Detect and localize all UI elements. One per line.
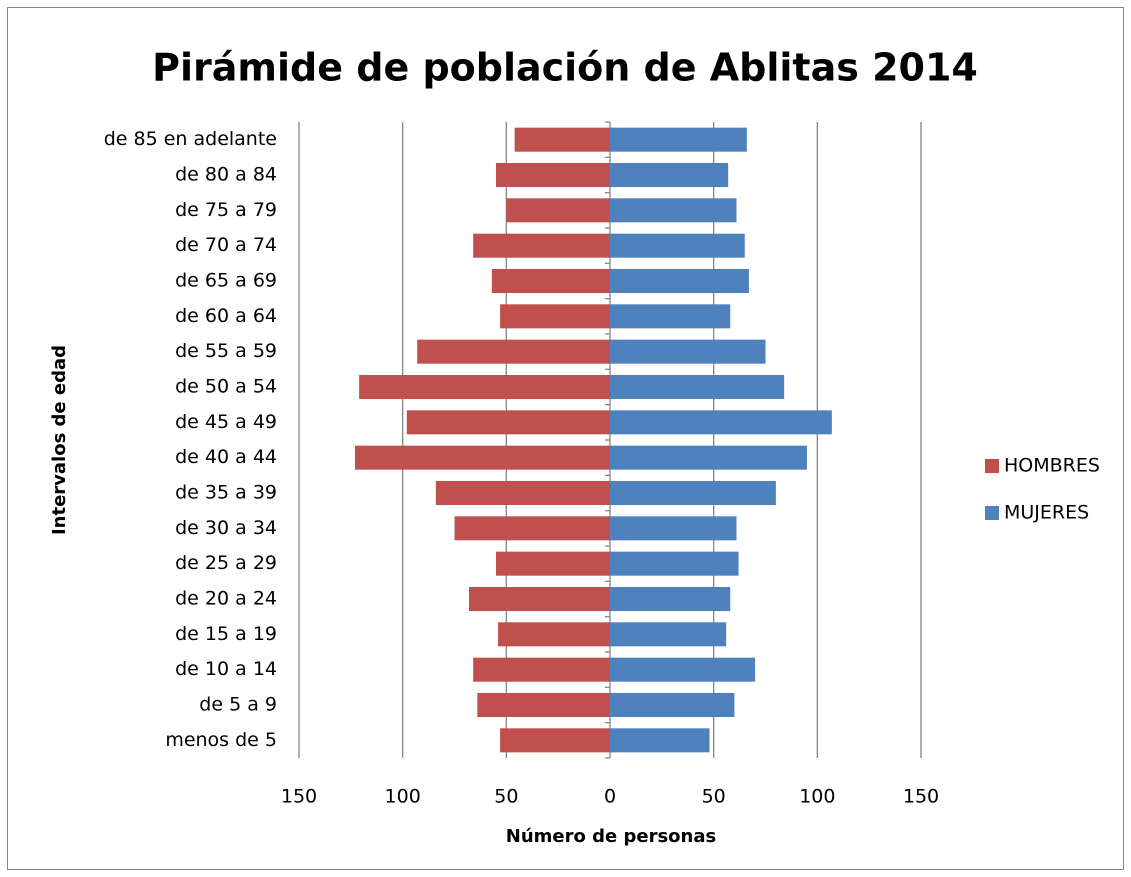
y-tick-label: de 5 a 9 <box>199 694 277 716</box>
legend-swatch <box>985 506 999 520</box>
bar <box>610 410 832 435</box>
legend-label: HOMBRES <box>1004 455 1100 477</box>
y-tick-label: de 10 a 14 <box>175 658 277 680</box>
y-tick-label: de 75 a 79 <box>175 199 277 221</box>
bar <box>610 692 735 718</box>
bar <box>610 374 785 400</box>
bar <box>454 516 610 541</box>
x-tick-label: 100 <box>385 786 421 808</box>
y-tick-label: de 45 a 49 <box>175 411 277 433</box>
legend-swatch <box>985 459 999 473</box>
bar <box>477 692 610 718</box>
bar <box>610 233 745 258</box>
x-axis-title: Número de personas <box>506 826 716 847</box>
bar <box>473 233 610 258</box>
bar <box>610 339 766 364</box>
y-tick-label: de 30 a 34 <box>175 517 277 539</box>
bar <box>610 551 739 576</box>
x-tick-label: 150 <box>903 786 939 808</box>
y-tick-label: de 40 a 44 <box>175 446 277 468</box>
bar <box>354 445 610 470</box>
y-tick-label: menos de 5 <box>165 729 277 751</box>
y-tick-label: de 60 a 64 <box>175 305 277 327</box>
bar <box>610 657 756 682</box>
bar <box>359 374 610 400</box>
bar <box>498 622 610 647</box>
y-tick-label: de 65 a 69 <box>175 270 277 292</box>
y-tick-label: de 50 a 54 <box>175 376 277 398</box>
bar <box>610 516 737 541</box>
bar <box>500 304 610 329</box>
bar <box>610 304 731 329</box>
legend-label: MUJERES <box>1004 502 1089 524</box>
x-tick-label: 0 <box>604 786 616 808</box>
chart-title: Pirámide de población de Ablitas 2014 <box>152 46 978 90</box>
y-tick-label: de 70 a 74 <box>175 234 277 256</box>
bar <box>495 551 610 576</box>
x-tick-label: 50 <box>494 786 518 808</box>
bar <box>500 728 610 753</box>
bar <box>610 586 731 612</box>
y-tick-label: de 25 a 29 <box>175 552 277 574</box>
y-tick-label: de 35 a 39 <box>175 482 277 504</box>
bar <box>435 480 610 506</box>
bar <box>610 162 729 188</box>
bar <box>610 198 737 223</box>
bar <box>610 480 776 506</box>
bar <box>610 268 749 294</box>
bar <box>610 127 747 152</box>
bar <box>469 586 610 612</box>
y-tick-label: de 55 a 59 <box>175 340 277 362</box>
x-tick-label: 100 <box>799 786 835 808</box>
x-tick-label: 150 <box>281 786 317 808</box>
bar <box>491 268 610 294</box>
bar <box>610 445 807 470</box>
bar <box>610 728 710 753</box>
y-tick-label: de 15 a 19 <box>175 623 277 645</box>
bar <box>514 127 610 152</box>
y-tick-label: de 85 en adelante <box>104 128 277 150</box>
y-tick-label: de 20 a 24 <box>175 588 277 610</box>
bar <box>417 339 610 364</box>
bar <box>506 198 610 223</box>
y-axis-title: Intervalos de edad <box>49 345 70 535</box>
bar <box>473 657 610 682</box>
bar <box>495 162 610 188</box>
x-tick-label: 50 <box>702 786 726 808</box>
bar <box>406 410 610 435</box>
y-tick-label: de 80 a 84 <box>175 164 277 186</box>
bar <box>610 622 727 647</box>
